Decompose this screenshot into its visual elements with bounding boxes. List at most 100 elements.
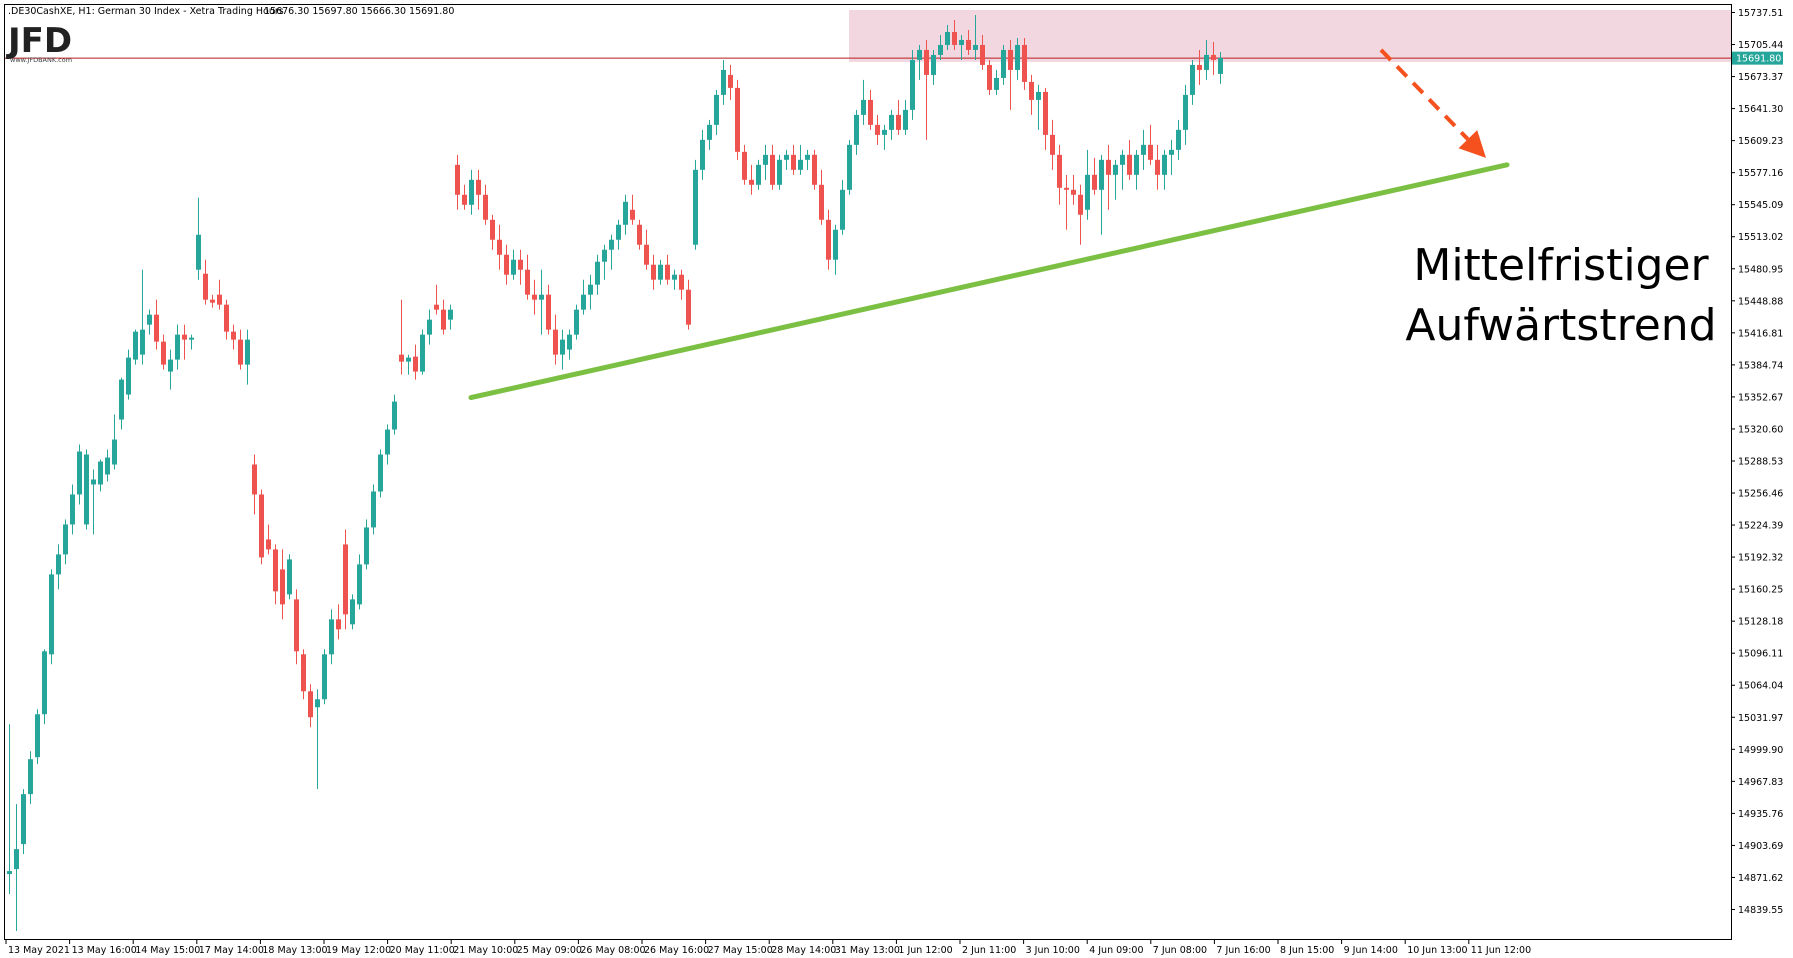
candle-body <box>770 154 775 185</box>
candle <box>308 684 313 728</box>
y-tick-label: 15352.67 <box>1738 392 1783 403</box>
candle <box>553 314 558 365</box>
candle-body <box>476 179 481 195</box>
candle-body <box>994 77 999 90</box>
candle <box>784 149 789 170</box>
candle <box>889 109 894 140</box>
candle <box>511 249 516 280</box>
candle-body <box>119 379 124 420</box>
candle <box>819 169 824 225</box>
y-tick-label: 15224.39 <box>1738 521 1783 532</box>
candle-body <box>105 457 110 475</box>
candle <box>1050 119 1055 170</box>
candle <box>980 34 985 70</box>
candle-body <box>763 154 768 165</box>
chart-header-symbol: .DE30CashXE, H1: German 30 Index - Xetra… <box>8 6 284 17</box>
candle-body <box>728 74 733 88</box>
candle <box>252 454 257 515</box>
candle-body <box>161 341 166 365</box>
candle <box>126 349 131 400</box>
candle <box>868 89 873 130</box>
candle <box>644 229 649 270</box>
candle <box>770 144 775 190</box>
candle <box>63 519 68 565</box>
candle <box>112 414 117 470</box>
candle <box>896 99 901 135</box>
candle-body <box>595 261 600 285</box>
candle-body <box>812 154 817 185</box>
candle <box>392 394 397 435</box>
candle-body <box>980 44 985 65</box>
x-tick-label: 8 Jun 15:00 <box>1280 945 1334 956</box>
candle <box>462 184 467 210</box>
candle-body <box>217 294 222 305</box>
candle-body <box>406 357 411 362</box>
y-tick-label: 14871.62 <box>1738 873 1783 884</box>
candle-body <box>483 194 488 220</box>
x-tick-label: 13 May 2021 <box>8 945 70 956</box>
candle <box>1120 149 1125 190</box>
candle <box>91 469 96 535</box>
candle-body <box>189 337 194 340</box>
y-tick-label: 15096.11 <box>1738 649 1783 660</box>
candle-body <box>196 234 201 270</box>
candle-body <box>224 304 229 332</box>
candle-body <box>399 354 404 362</box>
candle-body <box>413 356 418 372</box>
candle-body <box>7 871 12 875</box>
candle <box>595 254 600 295</box>
candle <box>1204 39 1209 80</box>
candle-body <box>616 224 621 240</box>
y-tick-label: 15031.97 <box>1738 713 1783 724</box>
candle-body <box>490 219 495 240</box>
candle <box>560 329 565 370</box>
candle <box>420 329 425 375</box>
candle <box>1197 49 1202 85</box>
candle-body <box>1022 44 1027 82</box>
candle-body <box>84 454 89 525</box>
candle-body <box>756 164 761 185</box>
candle <box>1218 51 1223 84</box>
candle-body <box>945 31 950 45</box>
y-tick-label: 15256.46 <box>1738 489 1783 500</box>
candle <box>833 224 838 275</box>
y-tick-label: 15673.37 <box>1738 72 1783 83</box>
candle <box>1085 149 1090 220</box>
candle <box>518 249 523 285</box>
annotation-line-2: Aufwärtstrend <box>1405 300 1716 351</box>
candle <box>294 589 299 665</box>
candle-body <box>539 294 544 300</box>
candle-body <box>791 154 796 170</box>
candle <box>525 254 530 300</box>
x-tick-label: 27 May 15:00 <box>708 945 773 956</box>
candle-body <box>931 54 936 75</box>
candle-body <box>42 651 47 715</box>
candle-body <box>259 494 264 558</box>
candle <box>140 269 145 365</box>
candle <box>791 144 796 175</box>
y-tick-label: 14903.69 <box>1738 841 1783 852</box>
candle <box>434 284 439 315</box>
candle-body <box>1218 57 1223 74</box>
price-axis[interactable]: 15737.51 15705.44 15673.37 15641.30 15609.23… <box>1731 8 1783 916</box>
candle-body <box>1113 164 1118 175</box>
candle <box>742 144 747 185</box>
candle-body <box>875 124 880 135</box>
candle <box>749 164 754 195</box>
candle-body <box>777 159 782 185</box>
candle-body <box>854 114 859 145</box>
candle <box>910 49 915 120</box>
candle-body <box>469 179 474 205</box>
candle <box>861 79 866 125</box>
candle-body <box>861 99 866 115</box>
candle <box>812 149 817 190</box>
candle-body <box>238 339 243 365</box>
candle-body <box>1155 159 1160 175</box>
candle-body <box>378 454 383 492</box>
candle <box>1113 159 1118 200</box>
candle <box>483 184 488 225</box>
x-tick-label: 7 Jun 08:00 <box>1153 945 1207 956</box>
candle <box>203 259 208 305</box>
